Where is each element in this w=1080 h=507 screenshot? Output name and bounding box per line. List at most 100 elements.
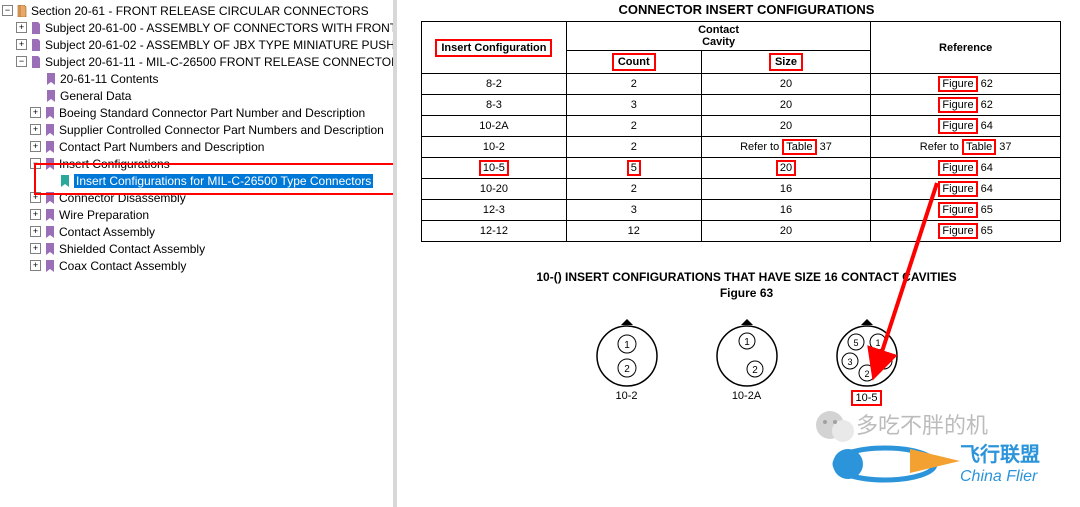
- tree-item[interactable]: + Supplier Controlled Connector Part Numb…: [2, 121, 393, 138]
- watermark: 多吃不胖的机 飞行联盟 China Flier: [810, 401, 1080, 491]
- svg-text:2: 2: [864, 369, 869, 379]
- th-count: Count: [566, 51, 701, 74]
- svg-text:China Flier: China Flier: [960, 468, 1038, 485]
- tree-item[interactable]: + Connector Disassembly: [2, 189, 393, 206]
- tree-item[interactable]: + Boeing Standard Connector Part Number a…: [2, 104, 393, 121]
- expander-icon[interactable]: +: [16, 22, 27, 33]
- connector-10-5: 5 1 4 2 3 10-5: [832, 319, 902, 406]
- tree-subject[interactable]: + Subject 20-61-02 - ASSEMBLY OF JBX TYP…: [2, 36, 393, 53]
- tree-section[interactable]: − Section 20-61 - FRONT RELEASE CIRCULAR…: [2, 2, 393, 19]
- table-row: 10-20216Figure 64: [422, 179, 1061, 200]
- tree-label: Contact Part Numbers and Description: [59, 140, 264, 154]
- tree-subject[interactable]: + Subject 20-61-00 - ASSEMBLY OF CONNECT…: [2, 19, 393, 36]
- th-insert: Insert Configuration: [422, 22, 567, 74]
- insert-config-table: Insert Configuration Contact Cavity Refe…: [421, 21, 1061, 242]
- connector-10-2A: 1 2 10-2A: [712, 319, 782, 406]
- svg-text:2: 2: [624, 364, 630, 375]
- tree-label: Coax Contact Assembly: [59, 259, 186, 273]
- tree-label: Shielded Contact Assembly: [59, 242, 205, 256]
- book-icon: [16, 5, 28, 17]
- connector-diagrams: 1 2 10-2 1 2 10-2A 5: [421, 319, 1072, 406]
- svg-text:1: 1: [624, 340, 630, 351]
- connector-label: 10-2: [615, 390, 637, 402]
- expander-icon[interactable]: +: [30, 141, 41, 152]
- tree-label: Insert Configurations: [59, 157, 170, 171]
- table-row: 12-3316Figure 65: [422, 200, 1061, 221]
- expander-icon[interactable]: +: [30, 243, 41, 254]
- connector-label: 10-2A: [732, 390, 761, 402]
- expander-icon[interactable]: +: [30, 107, 41, 118]
- tree-label: Subject 20-61-00 - ASSEMBLY OF CONNECTOR…: [45, 21, 397, 35]
- tree-item[interactable]: 20-61-11 Contents: [2, 70, 393, 87]
- expander-icon[interactable]: +: [30, 192, 41, 203]
- expander-icon[interactable]: +: [30, 124, 41, 135]
- tree-item[interactable]: + Shielded Contact Assembly: [2, 240, 393, 257]
- bookmark-icon: [44, 243, 56, 255]
- connector-svg: 5 1 4 2 3: [832, 319, 902, 387]
- tree-item[interactable]: + Coax Contact Assembly: [2, 257, 393, 274]
- bookmark-icon: [44, 124, 56, 136]
- navigation-tree: − Section 20-61 - FRONT RELEASE CIRCULAR…: [0, 0, 397, 507]
- bookmark-icon: [44, 226, 56, 238]
- book-icon: [30, 39, 42, 51]
- table-row: 12-121220Figure 65: [422, 221, 1061, 242]
- expander-icon[interactable]: −: [16, 56, 27, 67]
- bookmark-icon: [44, 158, 56, 170]
- svg-text:2: 2: [752, 365, 758, 376]
- table-row: 10-5520Figure 64: [422, 158, 1061, 179]
- tree-label: General Data: [60, 89, 131, 103]
- svg-text:飞行联盟: 飞行联盟: [960, 442, 1040, 466]
- table-row: 8-3320Figure 62: [422, 95, 1061, 116]
- expander-icon[interactable]: −: [2, 5, 13, 16]
- book-icon: [30, 22, 42, 34]
- connector-label: 10-5: [851, 390, 881, 406]
- table-row: 10-22Refer to Table 37Refer to Table 37: [422, 137, 1061, 158]
- connector-svg: 1 2: [592, 319, 662, 387]
- expander-icon[interactable]: −: [30, 158, 41, 169]
- svg-text:1: 1: [744, 337, 750, 348]
- bookmark-icon: [44, 260, 56, 272]
- svg-text:5: 5: [853, 338, 858, 348]
- th-cavity: Contact Cavity: [566, 22, 870, 51]
- tree-label: Subject 20-61-02 - ASSEMBLY OF JBX TYPE …: [45, 38, 397, 52]
- connector-svg: 1 2: [712, 319, 782, 387]
- figure-title: 10-() INSERT CONFIGURATIONS THAT HAVE SI…: [421, 270, 1072, 301]
- th-reference: Reference: [871, 22, 1061, 74]
- tree-label: Section 20-61 - FRONT RELEASE CIRCULAR C…: [31, 4, 369, 18]
- tree-item-selected[interactable]: Insert Configurations for MIL-C-26500 Ty…: [2, 172, 393, 189]
- tree-label: Wire Preparation: [59, 208, 149, 222]
- svg-text:4: 4: [881, 357, 886, 367]
- expander-icon[interactable]: +: [30, 209, 41, 220]
- tree-subject[interactable]: − Subject 20-61-11 - MIL-C-26500 FRONT R…: [2, 53, 393, 70]
- svg-text:多吃不胖的机: 多吃不胖的机: [856, 413, 988, 438]
- tree-label: Boeing Standard Connector Part Number an…: [59, 106, 365, 120]
- tree-item[interactable]: +Contact Assembly: [2, 223, 393, 240]
- book-icon: [30, 56, 42, 68]
- th-size: Size: [701, 51, 871, 74]
- tree-item[interactable]: General Data: [2, 87, 393, 104]
- svg-text:3: 3: [847, 357, 852, 367]
- svg-text:1: 1: [875, 338, 880, 348]
- bookmark-icon: [44, 107, 56, 119]
- table-row: 8-2220Figure 62: [422, 74, 1061, 95]
- tree-item[interactable]: + Contact Part Numbers and Description: [2, 138, 393, 155]
- expander-icon[interactable]: +: [16, 39, 27, 50]
- tree-item[interactable]: − Insert Configurations: [2, 155, 393, 172]
- document-content: CONNECTOR INSERT CONFIGURATIONS Insert C…: [397, 0, 1080, 507]
- bookmark-icon: [44, 141, 56, 153]
- tree-label: Connector Disassembly: [59, 191, 186, 205]
- bookmark-icon: [45, 90, 57, 102]
- bookmark-icon: [45, 73, 57, 85]
- bookmark-icon: [44, 192, 56, 204]
- bookmark-icon: [59, 175, 71, 187]
- table-row: 10-2A220Figure 64: [422, 116, 1061, 137]
- tree-label: Supplier Controlled Connector Part Numbe…: [59, 123, 384, 137]
- bookmark-icon: [44, 209, 56, 221]
- expander-icon[interactable]: +: [30, 226, 41, 237]
- tree-label: Subject 20-61-11 - MIL-C-26500 FRONT REL…: [45, 55, 397, 69]
- tree-label: 20-61-11 Contents: [60, 72, 159, 86]
- expander-icon[interactable]: +: [30, 260, 41, 271]
- tree-label-selected: Insert Configurations for MIL-C-26500 Ty…: [74, 174, 373, 188]
- connector-10-2: 1 2 10-2: [592, 319, 662, 406]
- tree-item[interactable]: + Wire Preparation: [2, 206, 393, 223]
